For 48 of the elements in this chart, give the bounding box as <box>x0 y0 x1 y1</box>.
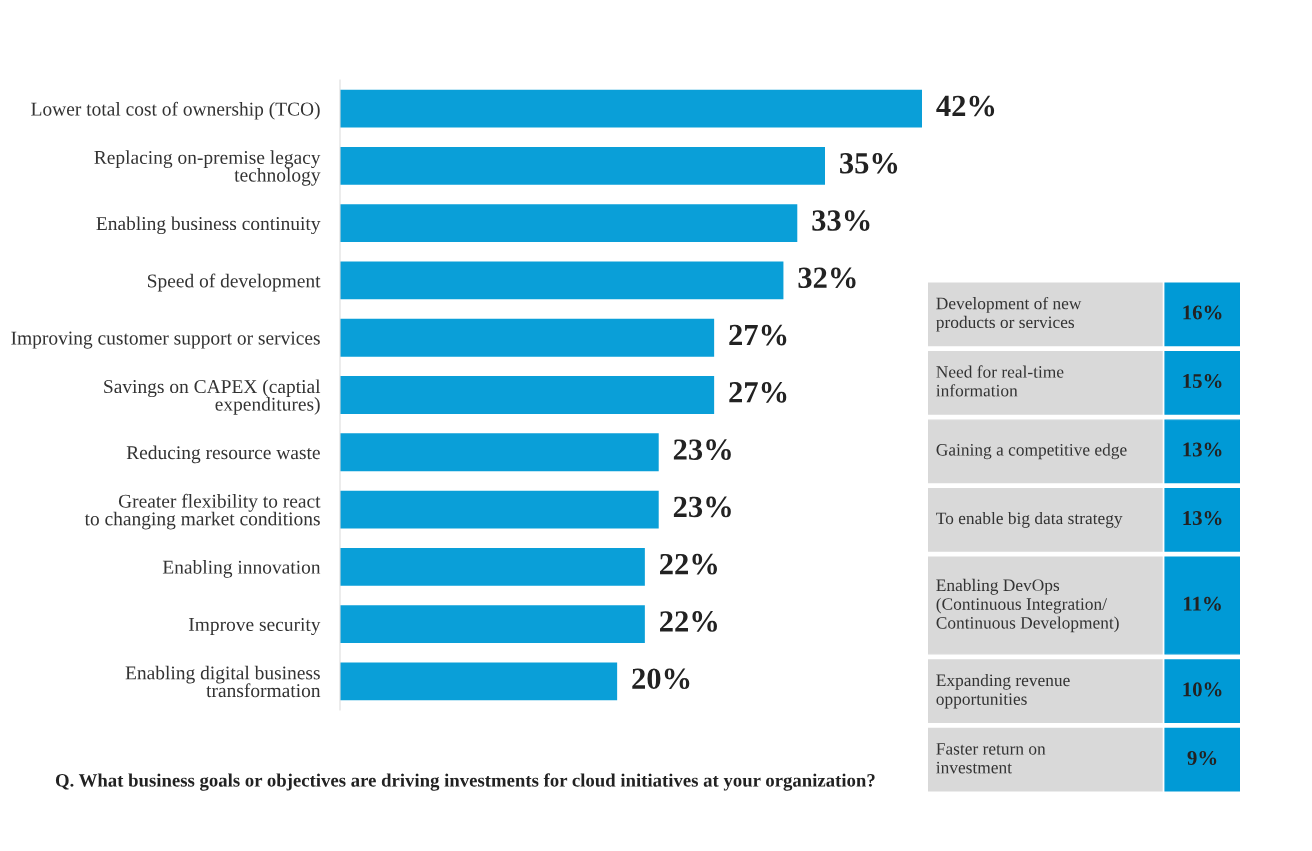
text: 13% <box>1183 442 1222 457</box>
text: 10% <box>1183 682 1222 697</box>
text: 9% <box>1187 750 1217 766</box>
data-label: 22% <box>660 553 717 575</box>
y-tick-label: Enabling innovation <box>162 560 321 578</box>
y-tick-label: Improving customer support or services <box>11 331 320 349</box>
y-tick-label: Savings on CAPEX (captial expenditures) <box>104 379 321 415</box>
bar <box>340 147 825 185</box>
y-tick-label: Improve security <box>188 617 321 636</box>
category-label: Need for real-time information <box>936 365 1064 397</box>
bar <box>340 433 659 472</box>
data-label: 20% <box>632 668 690 690</box>
y-tick-label: Speed of development <box>147 273 321 292</box>
y-tick-label: Enabling business continuity <box>96 216 321 235</box>
data-label: 27% <box>729 382 787 403</box>
bar <box>340 605 645 643</box>
bar <box>340 662 618 701</box>
text: 11% <box>1183 596 1221 611</box>
y-tick-label: Enabling digital business transformation <box>125 665 321 698</box>
bar <box>340 490 659 529</box>
data-label: 27% <box>729 324 787 346</box>
category-label: Expanding revenue opportunities <box>936 673 1070 709</box>
text: 16% <box>1183 305 1222 320</box>
text: 13% <box>1183 511 1222 526</box>
data-label: 42% <box>936 95 995 117</box>
data-label: 33% <box>812 210 870 231</box>
category-label: Faster return on investment <box>936 743 1046 774</box>
category-label: Gaining a competitive edge <box>936 443 1127 460</box>
bar <box>340 376 715 414</box>
bar <box>340 204 798 243</box>
y-tick-label: Reducing resource waste <box>126 445 320 464</box>
y-tick-label: Replacing on-premise legacy technology <box>94 150 321 186</box>
y-tick-label: Greater flexibility to react to changing market conditions <box>84 493 321 530</box>
data-label: 22% <box>660 611 717 632</box>
bar <box>340 547 645 586</box>
data-label: 23% <box>673 439 731 461</box>
data-label: 23% <box>673 496 731 518</box>
category-label: To enable big data strategy <box>936 511 1123 528</box>
bar <box>340 318 715 357</box>
text: Q. What business goals or objectives are driving investments for cloud initiatives at your organization? <box>55 773 875 791</box>
category-label: Enabling DevOps (Continuous Integration/ Continuous Development) <box>936 578 1119 633</box>
y-tick-label: Lower total cost of ownership (TCO) <box>31 101 320 120</box>
bar <box>340 261 784 300</box>
data-label: 32% <box>798 267 856 289</box>
category-label: Development of new products or services <box>936 296 1082 332</box>
text: 15% <box>1183 373 1222 389</box>
data-label: 35% <box>840 152 898 174</box>
bar <box>340 89 922 128</box>
